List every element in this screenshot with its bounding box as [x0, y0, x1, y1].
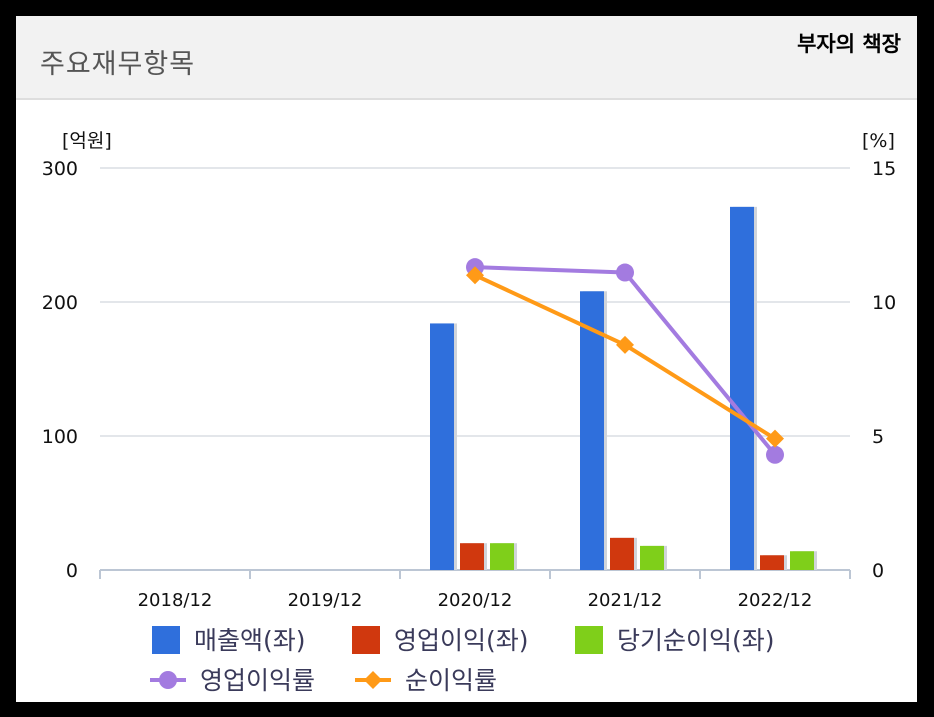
legend-swatch-marker	[159, 671, 177, 689]
legend-swatch	[152, 626, 180, 654]
legend-swatch-marker	[364, 671, 382, 689]
financial-card: 주요재무항목 부자의 책장	[16, 16, 917, 702]
card-header: 주요재무항목 부자의 책장	[16, 16, 917, 100]
legend-label: 순이익률	[405, 666, 497, 695]
bar	[640, 545, 664, 570]
right-axis-unit: [%]	[862, 130, 895, 152]
bar	[580, 291, 604, 570]
brand-label: 부자의 책장	[797, 32, 901, 56]
legend-label: 영업이익(좌)	[394, 626, 529, 655]
card-title: 주요재무항목	[40, 49, 196, 80]
x-tick-label: 2022/12	[738, 590, 813, 611]
right-tick-label: 0	[872, 560, 884, 582]
legend-swatch	[352, 626, 380, 654]
left-tick-label: 100	[42, 426, 78, 448]
right-tick-label: 5	[872, 426, 884, 448]
bar	[760, 555, 784, 570]
legend-item: 매출액(좌)	[152, 626, 306, 655]
bar	[790, 551, 814, 570]
x-tick-label: 2018/12	[138, 590, 213, 611]
right-tick-label: 15	[872, 158, 896, 180]
x-tick-label: 2021/12	[588, 590, 663, 611]
bar	[610, 537, 634, 570]
bar	[460, 543, 484, 570]
right-tick-label: 10	[872, 292, 896, 314]
x-tick-label: 2020/12	[438, 590, 513, 611]
line-point	[766, 429, 784, 448]
legend-item: 당기순이익(좌)	[575, 626, 775, 655]
legend-item: 영업이익률	[150, 666, 315, 695]
line-point	[466, 266, 484, 285]
line-point	[616, 335, 634, 354]
legend-swatch	[575, 626, 603, 654]
line-point	[766, 445, 784, 464]
left-tick-label: 200	[42, 292, 78, 314]
legend-label: 당기순이익(좌)	[617, 626, 775, 655]
legend-label: 매출액(좌)	[194, 626, 306, 655]
legend-label: 영업이익률	[200, 666, 315, 695]
line-point	[616, 263, 634, 282]
legend-item: 영업이익(좌)	[352, 626, 529, 655]
bar	[490, 543, 514, 570]
legend-item: 순이익률	[355, 666, 497, 695]
left-tick-label: 300	[42, 158, 78, 180]
bar	[430, 323, 454, 570]
left-axis-unit: [억원]	[62, 130, 112, 152]
left-tick-label: 0	[66, 560, 78, 582]
x-tick-label: 2019/12	[288, 590, 363, 611]
bar	[730, 206, 754, 571]
